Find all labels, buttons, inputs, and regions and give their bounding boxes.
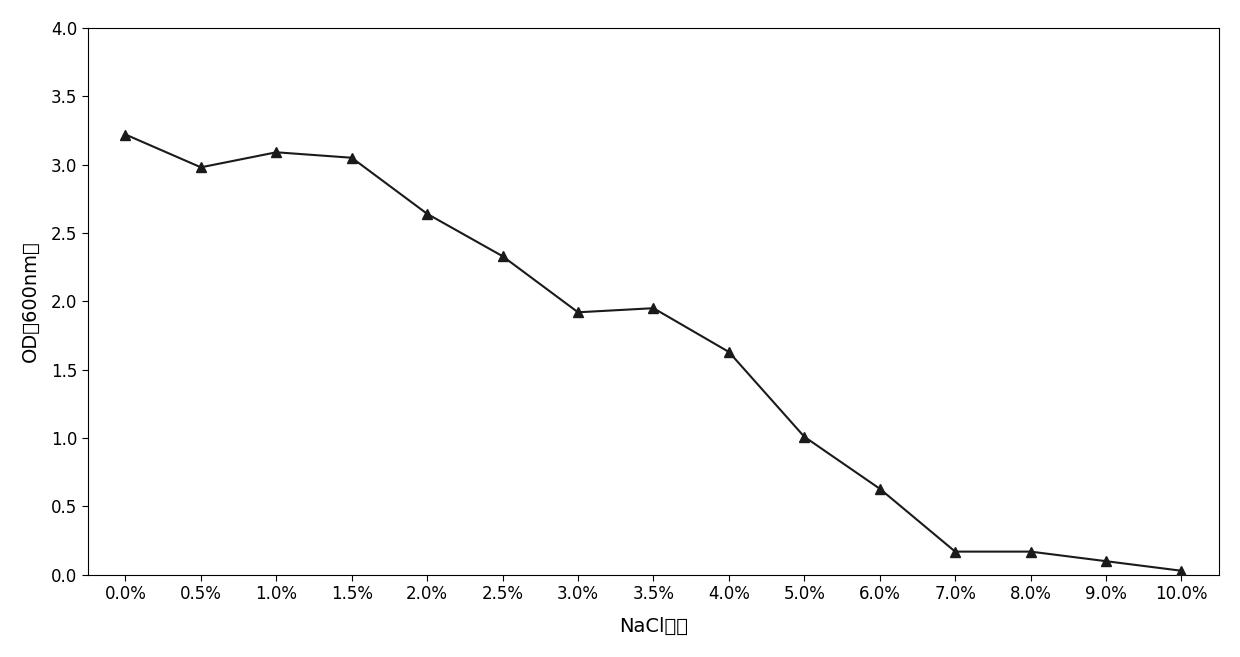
X-axis label: NaCl浓度: NaCl浓度: [619, 617, 688, 636]
Y-axis label: OD（600nm）: OD（600nm）: [21, 240, 40, 362]
